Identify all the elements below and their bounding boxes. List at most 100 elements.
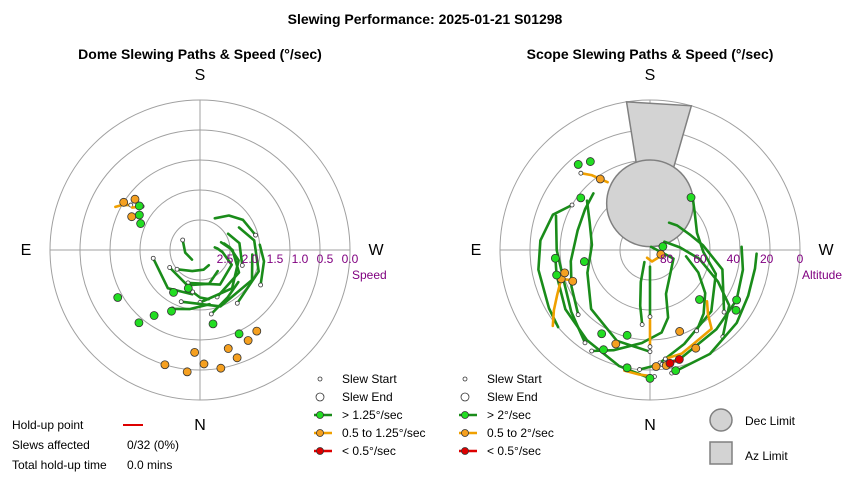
scope-dir-top: S [645,67,656,84]
scope-legend-label: Slew End [487,390,538,404]
dome-slew-start-point [253,232,258,238]
scope-slew-start-point [582,340,588,346]
scope-radial-tick: 0 [797,252,804,266]
holdup-point-label: Hold-up point [12,418,84,432]
scope-fast-path [684,255,707,333]
dome-markers [113,194,262,377]
scope-chart: Scope Slewing Paths & Speed (°/sec) 80 60… [459,46,842,465]
dome-fast-path [175,263,211,273]
dome-fast-path [191,290,210,301]
dome-fast-slew-end [183,283,193,293]
scope-fast-slew-end [579,257,589,266]
dome-fast-slew-end [113,293,123,302]
dome-legend-label: < 0.5°/sec [342,444,396,458]
scope-fast-path [670,252,758,375]
scope-medium-slew-end [611,339,621,349]
scope-legend-label: 0.5 to 2°/sec [487,426,554,440]
scope-slew-start-point [721,309,727,315]
dome-slew-start-point [178,299,184,305]
dome-medium-slew-end [199,359,209,369]
scope-fast-slew-end [732,295,742,305]
dome-fast-slew-end [134,201,144,211]
dome-fast-path [198,242,240,304]
dome-chart-title: Dome Slewing Paths & Speed (°/sec) [78,46,322,62]
scope-fast-slew-end [622,363,632,373]
scope-fast-slew-end [671,366,681,376]
dome-fast-path [213,214,257,237]
holdup-time-label: Total hold-up time [12,458,107,472]
dome-legend-marker-icon [316,429,324,437]
slews-affected-value: 0/32 (0%) [127,438,179,452]
dome-medium-slew-end [243,336,253,345]
scope-radial-tick: 60 [693,252,707,266]
scope-dir-bottom: N [644,417,656,434]
scope-legend-start-icon [462,376,468,382]
scope-slow-slew-end [665,358,675,368]
scope-markers [550,157,742,383]
dome-medium-slew-end [127,212,137,222]
scope-fast-slew-end [573,160,583,169]
az-limit-legend-icon [709,441,733,465]
dome-fast-path [179,253,254,308]
dome-slew-start-point [208,311,214,317]
dome-chart: Dome Slewing Paths & Speed (°/sec) 2.5 2.… [21,46,426,458]
dome-fast-slew-end [167,306,176,316]
dome-radial-tick: 2.5 [217,252,234,266]
dome-fast-slew-end [169,288,178,297]
dome-slew-start-point [128,202,134,208]
scope-fast-path [663,240,731,339]
dome-legend-label: 0.5 to 1.25°/sec [342,426,426,440]
scope-slew-start-point [637,367,642,372]
dome-radial-tick: 0.5 [317,252,334,266]
scope-limits [605,101,695,248]
scope-radial-tick: 20 [760,252,774,266]
dome-fast-path [181,238,194,261]
dome-slew-start-point [174,266,180,272]
dome-fast-path [168,266,219,287]
dome-fast-path [226,232,244,267]
az-limit-legend-label: Az Limit [745,449,788,463]
scope-medium-slew-end [595,174,605,184]
dome-slew-start-point [234,300,240,306]
dome-fast-slew-end [136,219,146,228]
holdup-info: Hold-up point Slews affected 0/32 (0%) T… [12,418,179,472]
scope-dir-left: E [471,242,482,259]
dome-grid [49,99,351,401]
scope-fast-slew-end [585,157,595,166]
dome-medium-slew-end [182,367,192,377]
scope-slow-slew-end [674,355,684,364]
scope-fast-path [658,197,718,365]
scope-fast-slew-end [658,242,668,251]
scope-legend-marker-icon [461,411,469,419]
dome-legend-end-icon [315,392,325,402]
scope-chart-title: Scope Slewing Paths & Speed (°/sec) [527,46,774,62]
dome-fast-path [151,256,194,296]
scope-slew-start-point [575,312,581,318]
dome-dir-bottom: N [194,417,206,434]
scope-fast-slew-end [645,373,655,383]
dome-fast-slew-end [208,319,218,329]
dome-medium-slew-end [119,197,129,207]
dec-limit-legend-label: Dec Limit [745,414,796,428]
dec-limit-legend-icon [709,408,733,432]
scope-legend-end-icon [460,392,470,402]
scope-fast-slew-end [550,253,560,263]
dome-slew-start-point [180,237,186,243]
scope-medium-slew-end [651,362,661,371]
scope-fast-slew-end [695,295,704,304]
dome-legend-label: Slew Start [342,372,397,386]
dome-legend-marker-icon [316,447,324,455]
dome-medium-slew-end [190,347,200,357]
dome-fast-slew-end [134,210,144,220]
scope-medium-slew-end [675,327,685,336]
scope-fast-slew-end [731,305,741,315]
dome-medium-slew-end [160,360,170,370]
scope-fast-path [590,245,675,353]
scope-fast-slew-end [686,193,696,202]
dome-slew-start-point [150,255,156,261]
scope-dir-right: W [818,242,834,259]
dome-legend-marker-icon [316,411,324,419]
scope-radial-label: Altitude [802,268,842,282]
scope-legend: Slew Start Slew End > 2°/sec 0.5 to 2°/sec <… [459,372,796,465]
